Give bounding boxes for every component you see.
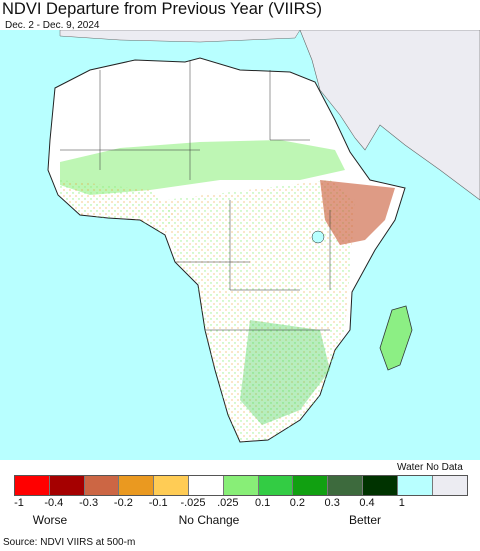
central-south-mix — [165, 180, 355, 442]
southern-green — [240, 320, 330, 425]
lake-victoria — [311, 230, 325, 244]
middle-east-nodata — [299, 30, 480, 201]
madagascar — [379, 305, 413, 371]
date-range: Dec. 2 - Dec. 9, 2024 — [5, 20, 100, 31]
legend-tick-label: 0.3 — [324, 497, 340, 509]
legend-tick-label: -.025 — [180, 497, 206, 509]
west-africa-mix — [58, 180, 175, 235]
legend-swatch — [397, 476, 433, 495]
legend-tick-label: .025 — [217, 497, 239, 509]
legend-swatch — [223, 476, 259, 495]
legend-swatch — [432, 476, 468, 495]
legend-category-label: Better — [348, 513, 382, 527]
legend-tick-label: -0.1 — [148, 497, 168, 509]
legend-swatch — [119, 476, 155, 495]
legend-swatch — [154, 476, 189, 495]
legend-tick-label: 0.1 — [254, 497, 271, 509]
sahel-band — [60, 140, 345, 195]
legend-category-label: Worse — [32, 513, 68, 527]
legend-tick-label: -0.2 — [113, 497, 133, 509]
legend-swatch — [362, 476, 398, 495]
country-borders — [60, 60, 331, 331]
ndvi-map — [0, 30, 480, 460]
legend-tick-label: -0.3 — [79, 497, 99, 509]
legend-tick-label: -0.4 — [44, 497, 64, 509]
legend-swatch — [15, 476, 50, 495]
europe-strip — [59, 30, 301, 43]
legend-swatch — [293, 476, 329, 495]
horn-dry — [320, 180, 395, 245]
map-title: NDVI Departure from Previous Year (VIIRS… — [2, 0, 323, 18]
source-text: Source: NDVI VIIRS at 500-m — [3, 537, 136, 548]
legend-category-label: No Change — [178, 513, 240, 527]
legend-tick-label: 0.4 — [359, 497, 375, 509]
legend-tick-label: 0.2 — [289, 497, 306, 509]
legend-tick-label: -1 — [14, 497, 24, 509]
legend-swatch — [188, 476, 224, 495]
legend-swatch — [49, 476, 85, 495]
legend-swatch — [328, 476, 363, 495]
legend-swatch — [258, 476, 294, 495]
legend-swatch — [84, 476, 120, 495]
legend-tick-label: 1 — [398, 497, 405, 509]
legend-colorbar — [14, 475, 469, 496]
water-no-data-label: Water No Data — [397, 462, 463, 473]
